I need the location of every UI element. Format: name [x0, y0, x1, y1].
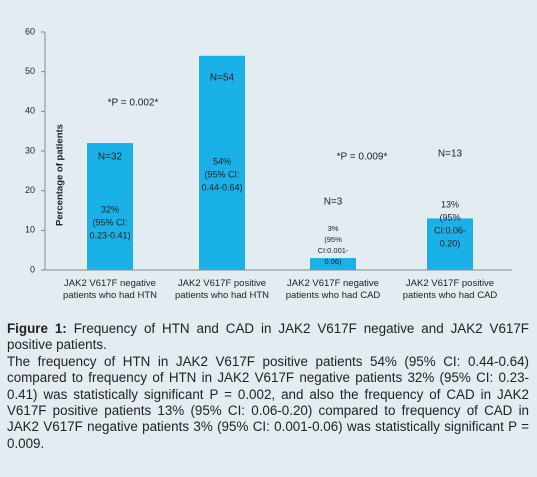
annotation: *P = 0.002*	[108, 98, 159, 109]
caption-title-line: Figure 1: Frequency of HTN and CAD in JA…	[7, 321, 529, 354]
bar	[199, 55, 245, 270]
n-label: N=3	[324, 197, 343, 208]
n-label: N=54	[210, 73, 235, 84]
caption-text: The frequency of HTN in JAK2 V617F posit…	[7, 353, 529, 451]
y-tick-label: 10	[25, 225, 35, 235]
annotation: *P = 0.009*	[337, 152, 388, 163]
ci-label: (95% CI:	[204, 169, 239, 179]
n-label: N=13	[438, 149, 463, 160]
caption-label: Figure 1:	[7, 321, 67, 336]
y-tick-label: 30	[25, 145, 35, 155]
n-label: N=32	[98, 152, 123, 163]
caption-title: Frequency of HTN and CAD in JAK2 V617F n…	[7, 321, 529, 353]
ci-label: (95% CI:	[92, 217, 127, 227]
y-tick-label: 40	[25, 106, 35, 116]
ci-label: (95%	[324, 235, 342, 244]
ci-label: 0.20)	[440, 238, 461, 248]
bar	[87, 143, 133, 270]
y-axis-label: Percentage of patients	[55, 124, 66, 226]
value-label: 32%	[101, 204, 119, 214]
bar	[427, 218, 473, 270]
ci-label: CI:0.06-	[434, 225, 466, 235]
ci-label: 0.06)	[324, 257, 342, 266]
ci-label: 0.44-0.64)	[201, 182, 242, 192]
x-tick-label: JAK2 V617F negative patients who had HTN	[63, 278, 157, 301]
ci-label: CI:0.001-	[318, 246, 349, 255]
value-label: 3%	[328, 224, 339, 233]
ci-label: (95%	[439, 212, 460, 222]
y-tick-label: 50	[25, 66, 35, 76]
caption: Figure 1: Frequency of HTN and CAD in JA…	[7, 321, 529, 452]
value-label: 13%	[441, 199, 459, 209]
y-tick-label: 0	[30, 264, 35, 274]
y-tick-label: 20	[25, 185, 35, 195]
value-label: 54%	[213, 156, 231, 166]
bar	[310, 258, 356, 270]
y-tick-label: 60	[25, 26, 35, 36]
chart: Percentage of patients 0 10 20 30 40 50 60 N=32…	[25, 26, 512, 274]
x-tick-label: JAK2 V617F positive patients who had CAD	[402, 278, 498, 301]
x-tick-label: JAK2 V617F negative patients who had CAD	[285, 278, 381, 301]
ci-label: 0.23-0.41)	[89, 230, 130, 240]
x-tick-label: JAK2 V617F positive patients who had HTN	[175, 278, 269, 301]
